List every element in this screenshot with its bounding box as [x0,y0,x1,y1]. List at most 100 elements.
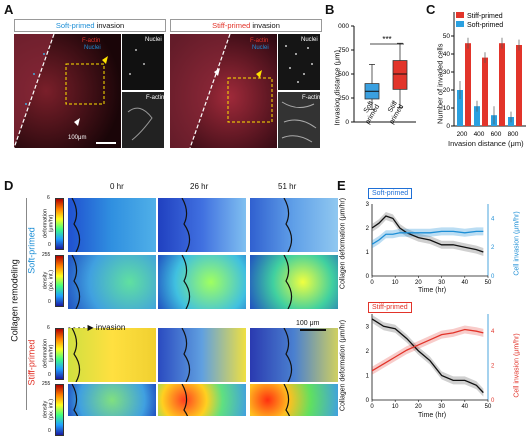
b-ytick-label: 1000 [338,23,349,30]
c-ytick-label: 30 [443,69,451,76]
e-invasion-line [371,230,484,245]
panel-a-left-header: Soft-primed invasion [14,19,166,32]
collagen-heatmap [68,328,156,382]
deform-label: deformation (μm/hr) [42,338,55,369]
e-ytick-left: 3 [366,202,370,208]
soft-primed-title: Soft-primed [55,21,95,30]
c-bar [516,45,522,126]
collagen-heatmap [158,384,246,416]
invasion-front-line [181,328,191,382]
e-invasion-band [372,325,484,375]
b-ytick-label: 500 [338,71,349,78]
e-soft-ylabel-left: Collagen deformation (μm/hr) [339,197,347,290]
soft-inset-factin-label: F-actin [146,95,165,101]
invasion-arrow-icon: - - - - ▶ [68,323,96,332]
e-xtick-label: 20 [415,404,422,410]
collagen-heatmap [250,328,338,382]
collagen-heatmap [250,255,338,309]
c-xtick-label: 200 [457,131,468,138]
b-ytick-label: 0 [345,119,349,126]
invasion-front-line [283,328,293,382]
soft-scale-bar [96,142,116,144]
c-bar [474,106,480,126]
e-soft-title: Soft-primed [368,188,413,199]
e-ytick-left: 1 [366,373,370,379]
legend-stiff-swatch [456,12,464,18]
e-xtick-label: 30 [438,404,445,410]
e-deform-band [372,314,484,397]
e-xtick-label: 0 [370,404,374,410]
c-ytick-label: 10 [443,105,451,112]
colorbar [55,255,64,307]
e-ytick-right: 2 [491,364,495,370]
e-xtick-label: 0 [370,280,374,286]
e-deform-line [371,215,484,253]
legend-soft-swatch [456,21,464,27]
e-xtick-label: 20 [415,280,422,286]
invasion-front-line [71,198,81,252]
e-stiff-title: Stiff-primed [368,302,412,313]
c-bar [499,43,505,127]
e-ytick-left: 0 [366,398,370,404]
invasion-title: invasion [94,21,125,30]
e-invasion-line [371,328,484,372]
stiff-primed-row-label: Stiff-primed [26,339,37,386]
deform-label: deformation (μm/hr) [42,208,55,239]
c-xtick-label: 600 [491,131,502,138]
e-stiff-xlabel: Time (hr) [418,412,447,419]
colorbar-max: 255 [42,381,51,387]
e-ytick-left: 0 [366,274,370,280]
e-ytick-left: 2 [366,226,370,232]
invasion-front-line [181,384,189,416]
invasion-front-line [181,255,191,309]
panel-c-xlabel: Invasion distance (μm) [448,139,524,148]
colorbar [55,384,64,436]
panel-a-right-header: Stiff-primed invasion [170,19,322,32]
e-xtick-label: 50 [485,280,492,286]
soft-inset-nuclei-label: Nuclei [145,37,162,43]
stiff-label-factin: F-actin [250,38,269,44]
e-ytick-right: 4 [491,329,495,335]
legend-soft-label: Soft-primed [467,22,503,29]
c-bar [482,57,488,126]
e-ytick-right: 4 [491,216,495,222]
panel-d-scale-text: 100 μm [296,320,320,327]
invasion-arrow: - - - - ▶ invasion [68,324,125,332]
e-ytick-left: 2 [366,349,370,355]
stiff-primed-micrograph [170,34,277,148]
stiff-inset-factin [278,92,320,148]
panel-c-chart: 0 10 20 30 40 50 200 400 600 800 Stiff-primed So… [443,12,526,138]
soft-primed-row-label: Soft-primed [26,227,37,274]
time-26: 26 hr [190,182,209,191]
e-xtick-label: 30 [438,280,445,286]
legend-stiff-label: Stiff-primed [467,13,503,20]
e-ytick-right: 0 [491,274,495,280]
panel-d-letter: D [4,178,14,193]
colorbar-min: 0 [48,428,51,434]
invasion-text: invasion [95,323,126,332]
c-bar [457,90,463,126]
invasion-front-line [283,198,293,252]
c-xtick-label: 800 [508,131,519,138]
e-soft-ylabel-right: Cell invasion (μm/hr) [513,211,521,276]
density-label: density (pix. int.) [42,398,55,421]
b-box [392,60,408,90]
time-0: 0 hr [110,182,124,191]
e-xtick-label: 40 [461,280,468,286]
collagen-heatmap [68,198,156,252]
soft-inset-factin [122,92,164,148]
c-ytick-label: 20 [443,87,451,94]
colorbar-max: 6 [47,325,50,331]
e-xtick-label: 10 [392,280,399,286]
soft-inset-nuclei [122,34,164,90]
soft-label-factin: F-actin [82,38,101,44]
c-ytick-label: 0 [446,123,450,130]
time-51: 51 hr [278,182,297,191]
c-ytick-label: 50 [443,33,451,40]
colorbar-max: 6 [47,195,50,201]
stiff-primed-title: Stiff-primed [212,21,251,30]
e-stiff-ylabel-right: Cell invasion (μm/hr) [513,333,521,398]
panel-c-letter: C [426,2,436,17]
invasion-front-line [283,384,291,416]
